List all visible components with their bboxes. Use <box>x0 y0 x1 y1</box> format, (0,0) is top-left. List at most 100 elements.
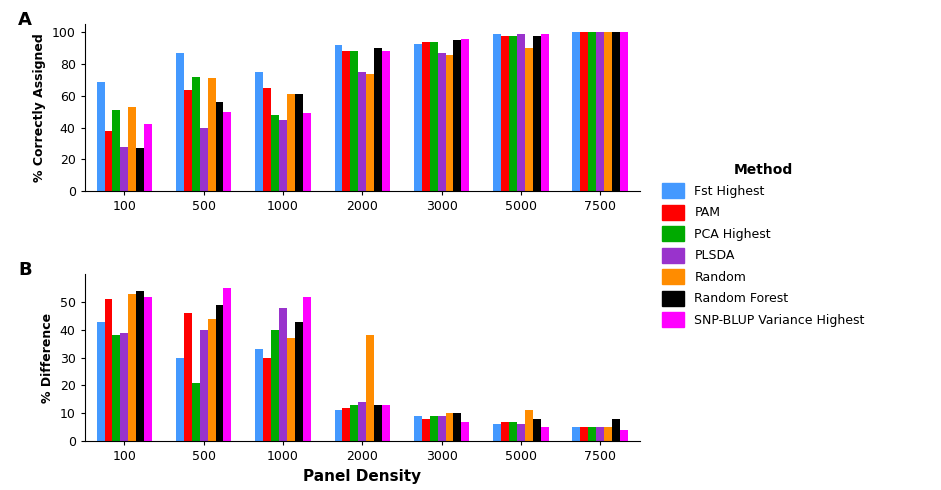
Bar <box>104 299 113 441</box>
Bar <box>144 124 152 191</box>
Bar <box>620 32 628 191</box>
Bar <box>517 34 525 191</box>
Y-axis label: % Correctly Assigned: % Correctly Assigned <box>33 33 46 182</box>
Text: B: B <box>18 261 32 279</box>
Bar <box>525 411 533 441</box>
Bar <box>359 72 366 191</box>
Bar <box>271 115 279 191</box>
Bar <box>382 51 390 191</box>
Bar <box>303 113 311 191</box>
Bar <box>581 427 588 441</box>
Bar <box>136 291 144 441</box>
Bar <box>263 88 271 191</box>
X-axis label: Panel Density: Panel Density <box>303 468 422 484</box>
Bar <box>375 405 382 441</box>
Bar <box>255 349 263 441</box>
Bar <box>541 427 549 441</box>
Bar <box>501 421 509 441</box>
Bar <box>271 330 279 441</box>
Bar <box>612 419 620 441</box>
Bar <box>112 336 120 441</box>
Bar <box>359 402 366 441</box>
Bar <box>208 319 215 441</box>
Bar <box>509 421 517 441</box>
Bar <box>255 72 263 191</box>
Bar <box>366 336 375 441</box>
Bar <box>461 421 470 441</box>
Legend: Fst Highest, PAM, PCA Highest, PLSDA, Random, Random Forest, SNP-BLUP Variance H: Fst Highest, PAM, PCA Highest, PLSDA, Ra… <box>656 156 871 334</box>
Bar <box>438 53 446 191</box>
Bar <box>509 36 517 191</box>
Bar <box>303 296 311 441</box>
Bar <box>620 430 628 441</box>
Bar <box>430 416 438 441</box>
Bar <box>612 32 620 191</box>
Bar <box>104 131 113 191</box>
Bar <box>295 321 303 441</box>
Bar <box>120 147 128 191</box>
Bar <box>454 413 461 441</box>
Bar <box>414 416 422 441</box>
Bar <box>493 34 501 191</box>
Bar <box>445 55 454 191</box>
Bar <box>279 120 287 191</box>
Bar <box>112 110 120 191</box>
Bar <box>176 358 183 441</box>
Bar <box>604 427 612 441</box>
Bar <box>279 308 287 441</box>
Y-axis label: % Difference: % Difference <box>41 313 54 403</box>
Text: A: A <box>18 11 32 29</box>
Bar <box>588 427 597 441</box>
Bar <box>343 408 350 441</box>
Bar <box>295 94 303 191</box>
Bar <box>604 32 612 191</box>
Bar <box>461 39 470 191</box>
Bar <box>422 419 430 441</box>
Bar <box>215 102 223 191</box>
Bar <box>375 49 382 191</box>
Bar <box>343 51 350 191</box>
Bar <box>120 333 128 441</box>
Bar <box>382 405 390 441</box>
Bar <box>541 34 549 191</box>
Bar <box>533 36 541 191</box>
Bar <box>199 330 208 441</box>
Bar <box>335 45 343 191</box>
Bar <box>176 53 183 191</box>
Bar <box>366 74 375 191</box>
Bar <box>597 427 604 441</box>
Bar <box>183 90 192 191</box>
Bar <box>223 112 231 191</box>
Bar <box>438 416 446 441</box>
Bar <box>199 127 208 191</box>
Bar <box>501 36 509 191</box>
Bar <box>454 40 461 191</box>
Bar <box>183 313 192 441</box>
Bar <box>97 82 104 191</box>
Bar <box>128 107 136 191</box>
Bar <box>350 51 359 191</box>
Bar <box>136 148 144 191</box>
Bar <box>597 32 604 191</box>
Bar <box>581 32 588 191</box>
Bar <box>263 358 271 441</box>
Bar <box>287 94 295 191</box>
Bar <box>525 49 533 191</box>
Bar <box>572 427 581 441</box>
Bar <box>335 411 343 441</box>
Bar <box>493 424 501 441</box>
Bar <box>588 32 597 191</box>
Bar <box>144 296 152 441</box>
Bar <box>223 288 231 441</box>
Bar <box>350 405 359 441</box>
Bar <box>572 32 581 191</box>
Bar <box>517 424 525 441</box>
Bar <box>430 42 438 191</box>
Bar <box>215 305 223 441</box>
Bar <box>192 383 199 441</box>
Bar <box>414 44 422 191</box>
Bar <box>97 321 104 441</box>
Bar <box>192 77 199 191</box>
Bar <box>422 42 430 191</box>
Bar <box>445 413 454 441</box>
